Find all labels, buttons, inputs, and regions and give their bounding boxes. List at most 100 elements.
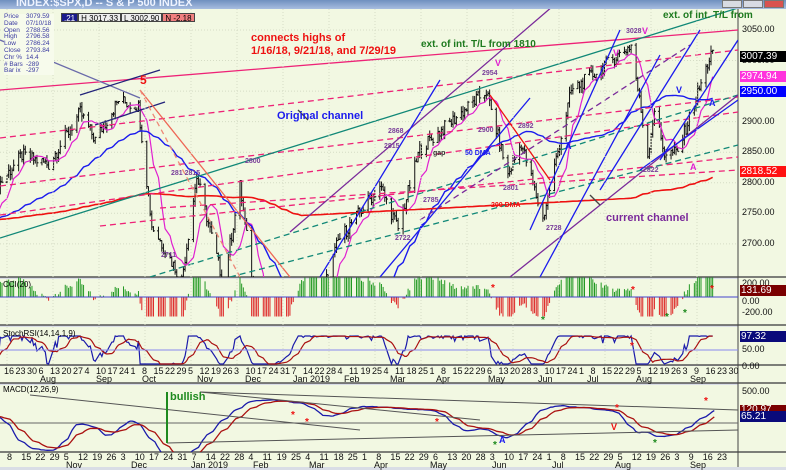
date-tick-label: 12 [632,452,642,462]
date-tick-label: 19 [361,366,371,376]
level-label: 2785 [423,197,439,204]
date-tick-label: 22 [464,366,474,376]
date-tick-label: 30 [27,366,37,376]
cci-axis-label: 0.00 [742,297,760,306]
cci-title: CCI(20) [3,281,31,289]
month-label: Oct [142,374,156,384]
level-label: 2868 [388,128,404,135]
date-tick-label: 28 [476,452,486,462]
level-label: 2800 [245,158,261,165]
star-marker: * [435,417,439,428]
macd-title: MACD(12,26,9) [3,386,59,394]
macd-panel [0,385,738,452]
date-tick-label: 25 [291,452,301,462]
price-axis-label: 2750.00 [742,208,775,217]
star-marker: * [631,285,635,296]
star-marker: * [541,315,545,326]
month-label: May [488,374,505,384]
date-tick-label: 31 [177,452,187,462]
cci-value-tag: 131.69 [740,285,786,296]
month-label: Sep [96,374,112,384]
date-tick-label: 15 [21,452,31,462]
price-axis-label: 2900.00 [742,117,775,126]
star-marker: * [493,440,497,451]
stochrsi-axis-label: 0.00 [742,362,760,371]
month-label: Feb [253,460,269,470]
date-tick-label: 24 [532,452,542,462]
date-tick-label: 29 [625,366,635,376]
cci-panel [0,279,738,325]
date-tick-label: 18 [334,452,344,462]
month-label: Feb [344,374,360,384]
date-tick-label: 25 [372,366,382,376]
star-marker: * [615,403,619,414]
stochrsi-title: StochRSI(14,14,1,9) [3,330,75,338]
date-tick-label: 20 [510,366,520,376]
date-tick-label: 22 [405,452,415,462]
date-tick-label: 28 [522,366,532,376]
ext-1810-label: ext. of int. T/L from 1810 [421,40,536,50]
date-tick-label: 23 [16,366,26,376]
stochrsi-panel [0,327,738,365]
stochrsi-value-tag: 97.32 [740,331,786,342]
info-row: Bar ix-297 [4,68,54,75]
price-axis-label: 2850.00 [742,147,775,156]
dma200-label: 200 DMA [491,202,521,209]
date-tick-label: 20 [62,366,72,376]
month-label: Jun [492,460,507,470]
price-tag: 2974.94 [740,71,786,82]
cci-axis-label: -200.00 [742,308,773,317]
stochrsi-axis-label: 50.00 [742,345,765,354]
date-tick-label: 22 [589,452,599,462]
level-label: 2722 [395,235,411,242]
top-mark: V [611,423,617,432]
quote-strip: .21 H 3017.33 L 3002.90 N -2.18 [61,13,195,22]
level-label: 2801 [503,185,519,192]
date-tick-label: 24 [269,366,279,376]
level-label: 2815 [384,143,400,150]
date-tick-label: 3 [683,366,688,376]
month-label: Aug [40,374,56,384]
price-tag: 3007.39 [740,51,786,62]
quote-net: N -2.18 [162,13,194,22]
pointer-line [240,2,300,8]
date-tick-label: 29 [603,452,613,462]
month-label: Jun [538,374,553,384]
date-tick-label: 13 [447,452,457,462]
date-tick-label: 30 [729,366,739,376]
date-tick-label: 1 [547,452,552,462]
date-tick-label: 19 [277,452,287,462]
date-tick-label: 15 [453,366,463,376]
date-tick-label: 29 [476,366,486,376]
month-label: Sep [690,460,706,470]
top-mark: V [613,49,619,58]
date-tick-label: 5 [188,366,193,376]
date-tick-label: 15 [602,366,612,376]
date-tick-label: 31 [280,366,290,376]
date-tick-label: 29 [177,366,187,376]
month-label: Jan 2019 [191,460,228,470]
date-tick-label: 19 [660,366,670,376]
date-tick-label: 24 [163,452,173,462]
star-marker: * [491,283,495,294]
date-tick-label: 17 [556,366,566,376]
date-tick-label: 28 [234,452,244,462]
month-label: Jul [587,374,599,384]
level-label: 2711 [161,252,176,259]
date-tick-label: 1 [362,452,367,462]
date-tick-label: 22 [614,366,624,376]
star-marker: * [291,410,295,421]
date-tick-label: 25 [348,452,358,462]
bullish-label: bullish [170,392,205,403]
month-label: Aug [636,374,652,384]
date-tick-label: 15 [575,452,585,462]
date-tick-label: 1 [131,366,136,376]
month-label: Aug [615,460,631,470]
date-tick-label: 26 [671,366,681,376]
price-axis-label: 2800.00 [742,178,775,187]
month-label: Apr [436,374,450,384]
date-tick-label: 8 [7,452,12,462]
level-label: 3028 [626,28,642,35]
date-tick-label: 19 [646,452,656,462]
